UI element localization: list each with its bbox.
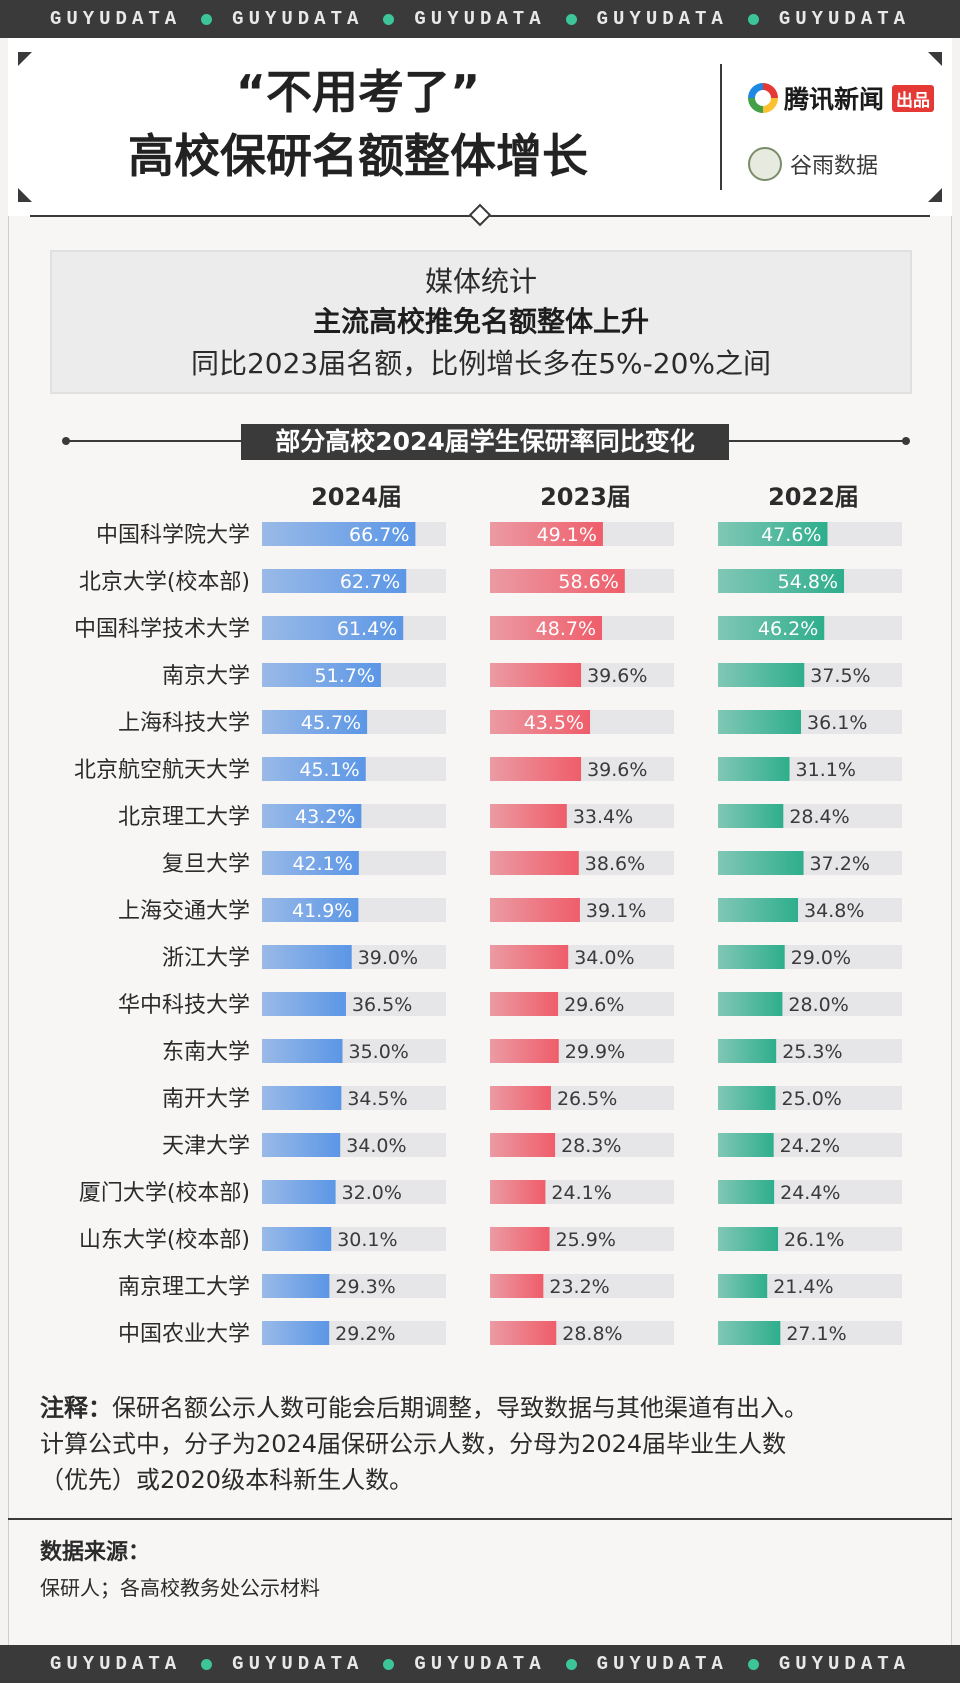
- corner-mark-icon: [18, 188, 32, 202]
- ticker-dot-icon: [383, 1658, 395, 1670]
- stat-line2: 主流高校推免名额整体上升: [312, 305, 649, 338]
- ticker-dot-icon: [747, 13, 759, 25]
- ticker-dot-icon: [201, 1658, 213, 1670]
- page-title: “不用考了” 高校保研名额整体增长: [38, 60, 678, 188]
- source-divider: [8, 1518, 952, 1520]
- notes-label: 注释：: [40, 1394, 112, 1422]
- ticker-dot-icon: [565, 13, 577, 25]
- rule-end-dot-icon: [902, 437, 910, 445]
- notes-line1: 保研名额公示人数可能会后期调整，导致数据与其他渠道有出入。: [112, 1394, 808, 1422]
- notes: 注释：保研名额公示人数可能会后期调整，导致数据与其他渠道有出入。 计算公式中，分…: [40, 1390, 920, 1498]
- column-header-2024: 2024届: [311, 483, 402, 511]
- logo1-text: 腾讯新闻: [784, 85, 885, 114]
- ticker-word: GUYUDATA: [49, 8, 182, 30]
- ticker-dot-icon: [747, 1658, 759, 1670]
- tencent-news-icon: [748, 83, 778, 113]
- ticker-word: GUYUDATA: [778, 1653, 911, 1675]
- stat-line1: 媒体统计: [424, 265, 537, 298]
- tencent-news-logo: 腾讯新闻 出品: [748, 80, 935, 116]
- page-title-line2: 高校保研名额整体增长: [128, 129, 588, 183]
- stat-line3: 同比2023届名额，比例增长多在5%-20%之间: [190, 347, 772, 380]
- source-label: 数据来源：: [40, 1540, 151, 1565]
- rule-end-dot-icon: [62, 437, 70, 445]
- ticker-dot-icon: [383, 13, 395, 25]
- notes-line2: 计算公式中，分子为2024届保研公示人数，分母为2024届毕业生人数: [40, 1430, 787, 1458]
- ticker-word: GUYUDATA: [414, 1653, 546, 1675]
- bottom-ticker-bar: GUYUDATA GUYUDATA GUYUDATA GUYUDATA GUYU…: [0, 1645, 960, 1683]
- logo2-text: 谷雨数据: [790, 154, 879, 179]
- column-header-2022: 2022届: [768, 483, 859, 511]
- ticker-word: GUYUDATA: [49, 1653, 182, 1675]
- ticker-word: GUYUDATA: [596, 1653, 728, 1675]
- page-title-line1: “不用考了”: [235, 65, 481, 119]
- header: “不用考了” 高校保研名额整体增长 腾讯新闻 出品 谷雨数据: [8, 38, 952, 216]
- ticker-dot-icon: [201, 13, 213, 25]
- top-ticker-bar: GUYUDATA GUYUDATA GUYUDATA GUYUDATA GUYU…: [0, 0, 960, 38]
- guyu-data-logo: 谷雨数据: [748, 144, 878, 184]
- ticker-word: GUYUDATA: [778, 8, 911, 30]
- source-text: 保研人；各高校教务处公示材料: [40, 1576, 320, 1600]
- notes-line3: （优先）或2020级本科新生人数。: [40, 1466, 414, 1494]
- ticker-word: GUYUDATA: [232, 8, 364, 30]
- ticker-word: GUYUDATA: [596, 8, 728, 30]
- logo-divider: [720, 64, 722, 190]
- column-header-2023: 2023届: [540, 483, 631, 511]
- stat-summary-box: 媒体统计 主流高校推免名额整体上升 同比2023届名额，比例增长多在5%-20%…: [50, 250, 912, 394]
- ticker-word: GUYUDATA: [232, 1653, 364, 1675]
- corner-mark-icon: [18, 52, 32, 66]
- ticker-dot-icon: [565, 1658, 577, 1670]
- section-title: 部分高校2024届学生保研率同比变化: [241, 424, 729, 460]
- corner-mark-icon: [928, 188, 942, 202]
- guyu-seal-icon: [748, 147, 782, 181]
- corner-mark-icon: [928, 52, 942, 66]
- ticker-word: GUYUDATA: [414, 8, 546, 30]
- logo1-badge: 出品: [892, 84, 935, 112]
